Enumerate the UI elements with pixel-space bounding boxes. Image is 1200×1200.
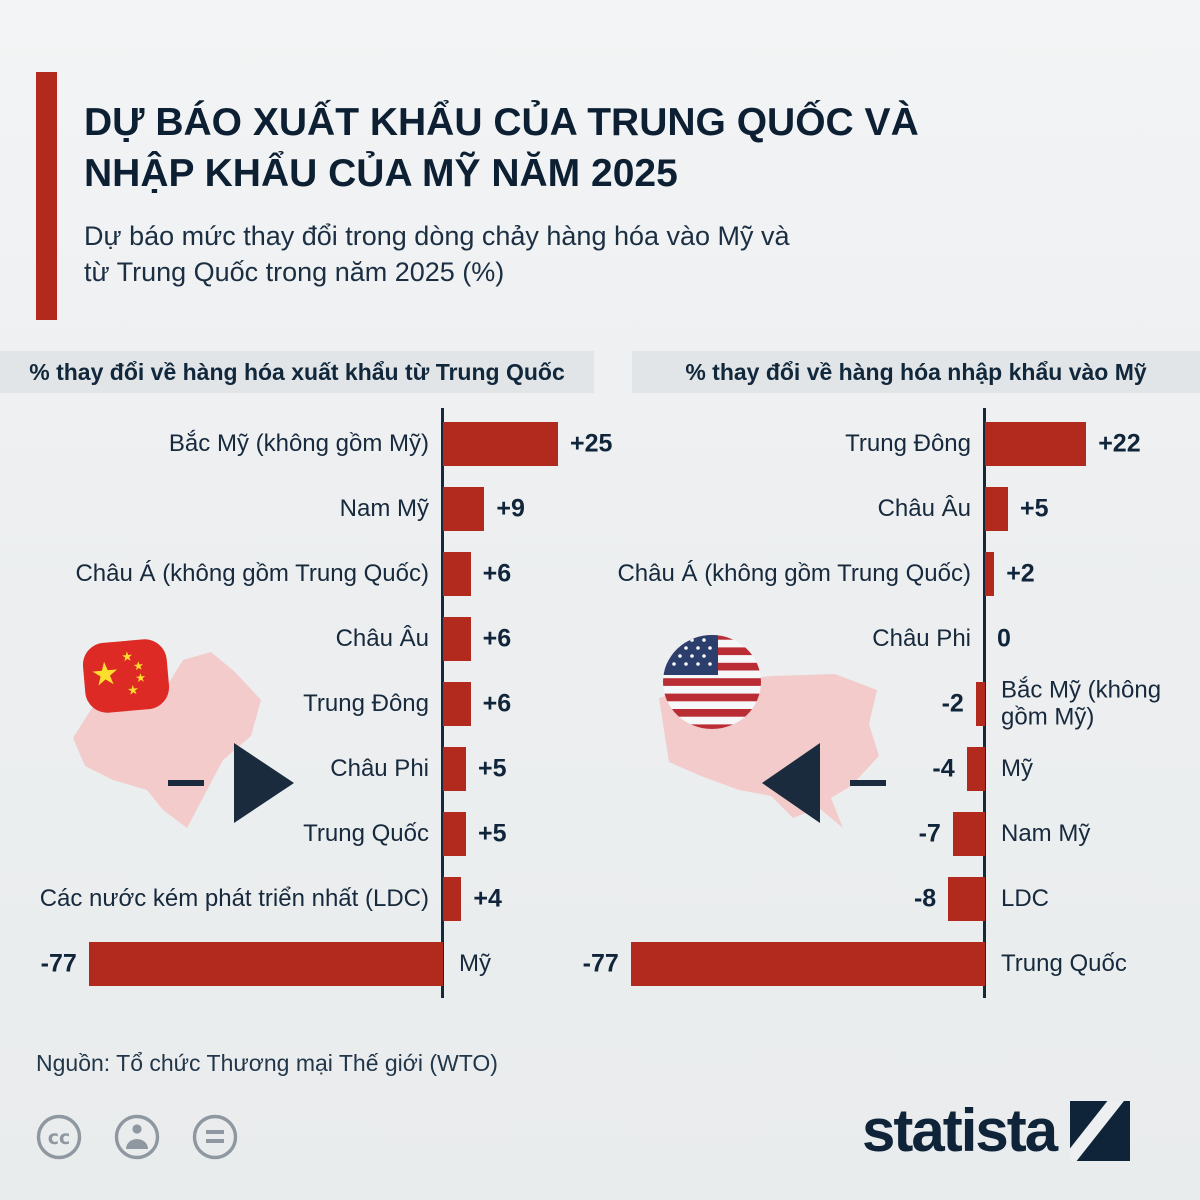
category-label: Châu Á (không gồm Trung Quốc) (75, 559, 429, 587)
bar (443, 486, 485, 531)
value-label: +5 (1020, 494, 1049, 522)
category-label: Mỹ (1001, 754, 1033, 782)
category-label: Trung Quốc (303, 819, 429, 847)
source-text: Nguồn: Tổ chức Thương mại Thế giới (WTO) (36, 1050, 498, 1076)
left-chart-header-band: % thay đổi về hàng hóa xuất khẩu từ Trun… (0, 351, 594, 393)
us-flag-icon (663, 635, 761, 729)
bar (975, 681, 985, 726)
svg-text:cc: cc (48, 1127, 71, 1149)
category-label: Nam Mỹ (1001, 819, 1091, 847)
bar (985, 486, 1008, 531)
value-label: +4 (473, 884, 502, 912)
category-label: Châu Âu (877, 494, 971, 522)
category-label: Mỹ (459, 949, 491, 977)
value-label: +5 (478, 819, 507, 847)
left-chart-title: % thay đổi về hàng hóa xuất khẩu từ Trun… (29, 358, 565, 385)
value-label: -2 (941, 689, 964, 717)
title-accent-bar (36, 72, 57, 320)
category-label: Châu Á (không gồm Trung Quốc) (617, 559, 971, 587)
page-title: DỰ BÁO XUẤT KHẨU CỦA TRUNG QUỐC VÀ NHẬP … (84, 101, 919, 195)
bar (88, 941, 443, 986)
right-chart-header-band: % thay đổi về hàng hóa nhập khẩu vào Mỹ (632, 351, 1200, 393)
right-chart-title: % thay đổi về hàng hóa nhập khẩu vào Mỹ (685, 358, 1147, 385)
bar (985, 421, 1087, 466)
bar (443, 616, 471, 661)
value-label: +2 (1006, 559, 1035, 587)
bar (948, 876, 985, 921)
attribution-icon (114, 1114, 160, 1160)
left-chart-axis (441, 408, 444, 998)
category-label: Trung Đông (303, 689, 429, 717)
category-label: Bắc Mỹ (không gồm Mỹ) (168, 429, 429, 457)
category-label: Châu Phi (330, 754, 429, 782)
value-label: -7 (918, 819, 941, 847)
value-label: +6 (482, 689, 512, 717)
bar (443, 811, 466, 856)
equals-icon (192, 1114, 238, 1160)
svg-text:★: ★ (89, 654, 121, 694)
license-icons: cc (36, 1114, 238, 1160)
svg-text:★: ★ (133, 658, 145, 673)
svg-text:★: ★ (121, 649, 134, 665)
value-label: -8 (913, 884, 937, 912)
bar (443, 746, 466, 791)
statista-logo-text: statista (862, 1097, 1058, 1164)
bar (966, 746, 985, 791)
value-label: +25 (570, 429, 613, 457)
value-label: +5 (478, 754, 507, 782)
category-label: LDC (1001, 884, 1050, 912)
bar (630, 941, 985, 986)
bar (443, 681, 471, 726)
svg-text:★: ★ (127, 683, 140, 699)
bar (443, 876, 462, 921)
value-label: +6 (482, 559, 512, 587)
category-label: Bắc Mỹ (không gồm Mỹ) (1001, 675, 1162, 731)
category-label: Các nước kém phát triển nhất (LDC) (39, 884, 429, 912)
statista-logo-mark (1070, 1100, 1131, 1161)
category-label: Trung Quốc (1001, 949, 1127, 977)
value-label: +6 (482, 624, 512, 652)
value-label: +9 (496, 494, 525, 522)
category-label: Châu Phi (872, 624, 971, 652)
svg-text:★: ★ (135, 670, 147, 685)
cc-icon: cc (36, 1114, 82, 1160)
category-label: Châu Âu (335, 624, 429, 652)
statista-logo: statista (862, 1096, 1131, 1165)
bar (985, 551, 995, 596)
bar (443, 421, 558, 466)
value-label: +22 (1098, 429, 1141, 457)
value-label: 0 (997, 624, 1011, 652)
bar (443, 551, 471, 596)
value-label: -77 (582, 949, 619, 977)
arrow-right-icon (168, 743, 294, 823)
bar (952, 811, 985, 856)
arrow-left-icon (762, 743, 886, 823)
page-subtitle: Dự báo mức thay đổi trong dòng chảy hàng… (84, 221, 790, 288)
category-label: Trung Đông (845, 429, 971, 457)
category-label: Nam Mỹ (339, 494, 429, 522)
value-label: -4 (932, 754, 955, 782)
china-flag-icon: ★ ★ ★ ★ ★ (82, 639, 170, 713)
value-label: -77 (40, 949, 77, 977)
